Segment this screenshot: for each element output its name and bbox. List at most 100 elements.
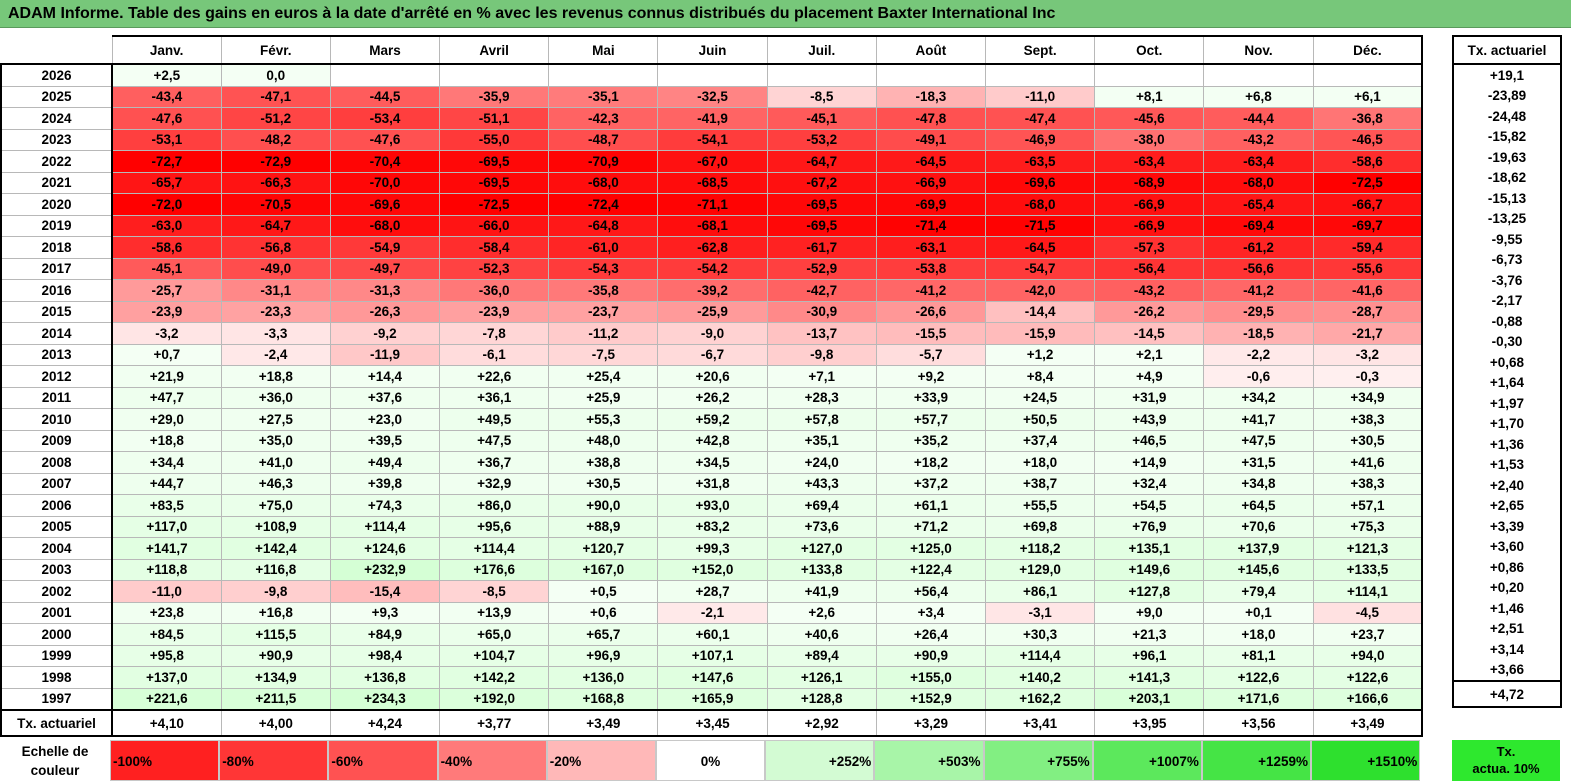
gain-cell: -9,8 <box>220 580 331 603</box>
gain-cell: +141,3 <box>1094 666 1205 689</box>
gain-cell: +98,4 <box>329 644 441 667</box>
gain-cell <box>439 63 550 87</box>
gain-cell: -41,6 <box>1312 279 1424 302</box>
gain-cell: -26,2 <box>1094 300 1205 323</box>
gain-cell: +31,8 <box>657 472 768 495</box>
month-header: Janv. <box>111 35 222 65</box>
actuarial-row: +1,97 <box>1452 393 1562 414</box>
gain-cell: +25,4 <box>548 365 659 388</box>
gain-cell: -63,0 <box>111 214 222 237</box>
gain-cell: +167,0 <box>548 558 659 581</box>
gain-cell: +142,4 <box>220 537 331 560</box>
gain-cell: +6,1 <box>1312 85 1424 108</box>
gain-cell: -55,0 <box>439 128 550 151</box>
gain-cell: -63,5 <box>984 150 1096 173</box>
gain-cell: -2,4 <box>220 343 331 366</box>
gain-cell: +6,8 <box>1203 85 1314 108</box>
month-header: Mai <box>548 35 659 65</box>
gain-cell: +47,7 <box>111 386 222 409</box>
gain-cell: -21,7 <box>1312 322 1424 345</box>
gain-cell: -0,6 <box>1203 365 1314 388</box>
gain-cell: -3,1 <box>984 601 1096 624</box>
year-label: 1997 <box>0 687 113 711</box>
gain-cell: -36,8 <box>1312 107 1424 130</box>
table-row: 2010 +29,0 +27,5 +23,0 +49,5 +55,3 +59,2 +57,8 +… <box>0 408 1424 431</box>
gain-cell: -64,7 <box>766 150 877 173</box>
gain-cell: +46,5 <box>1094 429 1205 452</box>
gain-cell: +124,6 <box>329 537 441 560</box>
gain-cell: +41,9 <box>766 580 877 603</box>
year-label: 2003 <box>0 558 113 581</box>
gain-cell: +39,8 <box>329 472 441 495</box>
gain-cell: +46,3 <box>220 472 331 495</box>
footer-rate-cell: +4,10 <box>111 709 222 737</box>
footer-rate-cell: +3,29 <box>875 709 987 737</box>
gain-cell: +57,8 <box>766 408 877 431</box>
gain-cell: +2,1 <box>1094 343 1205 366</box>
year-label: 2004 <box>0 537 113 560</box>
gain-cell: -69,6 <box>984 171 1096 194</box>
gains-table: Janv. Févr. Mars Avril Mai Juin Juil. Août Sept.… <box>0 35 1424 737</box>
table-row: 2024 -47,6 -51,2 -53,4 -51,1 -42,3 -41,9 -45,1-… <box>0 107 1424 130</box>
year-label: 2005 <box>0 515 113 538</box>
gain-cell: +31,5 <box>1203 451 1314 474</box>
gain-cell: +8,4 <box>984 365 1096 388</box>
month-header: Mars <box>329 35 441 65</box>
gain-cell: +47,5 <box>1203 429 1314 452</box>
gain-cell: -49,7 <box>329 257 441 280</box>
gain-cell: -64,7 <box>220 214 331 237</box>
gain-cell: +35,1 <box>766 429 877 452</box>
gain-cell: +83,5 <box>111 494 222 517</box>
year-label: 2009 <box>0 429 113 452</box>
table-row: 2016 -25,7 -31,1 -31,3 -36,0 -35,8 -39,2 -42,7-… <box>0 279 1424 302</box>
gain-cell: +168,8 <box>548 687 659 711</box>
gain-cell: +64,5 <box>1203 494 1314 517</box>
year-label: 2007 <box>0 472 113 495</box>
gain-cell <box>984 63 1096 87</box>
gain-cell: -23,9 <box>439 300 550 323</box>
gain-cell: +37,6 <box>329 386 441 409</box>
gain-cell: -56,6 <box>1203 257 1314 280</box>
month-header: Févr. <box>220 35 331 65</box>
month-header: Juil. <box>766 35 877 65</box>
color-scale-swatch: +1510% <box>1311 740 1421 781</box>
gain-cell: +1,2 <box>984 343 1096 366</box>
year-label: 2026 <box>0 63 113 87</box>
gain-cell: +18,2 <box>875 451 987 474</box>
gain-cell: -72,5 <box>1312 171 1424 194</box>
year-label: 2002 <box>0 580 113 603</box>
color-scale-swatch: +252% <box>765 740 875 781</box>
gain-cell: +65,0 <box>439 623 550 646</box>
gain-cell: +95,8 <box>111 644 222 667</box>
gain-cell: +43,3 <box>766 472 877 495</box>
color-scale-swatch: +1007% <box>1092 740 1202 781</box>
year-label: 2017 <box>0 257 113 280</box>
gain-cell: +21,3 <box>1094 623 1205 646</box>
gain-cell: -42,0 <box>984 279 1096 302</box>
actuarial-row: -19,63 <box>1452 147 1562 168</box>
gain-cell: -46,9 <box>984 128 1096 151</box>
gain-cell: -69,4 <box>1203 214 1314 237</box>
gain-cell: +73,6 <box>766 515 877 538</box>
actuarial-row: +1,46 <box>1452 598 1562 619</box>
gain-cell: +114,1 <box>1312 580 1424 603</box>
gain-cell: +89,4 <box>766 644 877 667</box>
gain-cell: -61,0 <box>548 236 659 259</box>
gain-cell: +35,0 <box>220 429 331 452</box>
year-label: 2023 <box>0 128 113 151</box>
actuarial-rate-cell: +1,97 <box>1452 393 1562 414</box>
gain-cell: -26,6 <box>875 300 987 323</box>
gain-cell: -3,3 <box>220 322 331 345</box>
gain-cell: +232,9 <box>329 558 441 581</box>
actuarial-row: +3,60 <box>1452 536 1562 557</box>
gain-cell: +90,9 <box>220 644 331 667</box>
year-label: 2022 <box>0 150 113 173</box>
gain-cell: +20,6 <box>657 365 768 388</box>
gain-cell: +16,8 <box>220 601 331 624</box>
table-row: 2017 -45,1 -49,0 -49,7 -52,3 -54,3 -54,2 -52,9-… <box>0 257 1424 280</box>
gain-cell: +41,0 <box>220 451 331 474</box>
table-row: 2004 +141,7 +142,4 +124,6 +114,4 +120,7 +99,3 +… <box>0 537 1424 560</box>
actuarial-rate-cell: +19,1 <box>1452 64 1562 86</box>
gain-cell: -64,5 <box>984 236 1096 259</box>
gain-cell: -41,2 <box>875 279 987 302</box>
